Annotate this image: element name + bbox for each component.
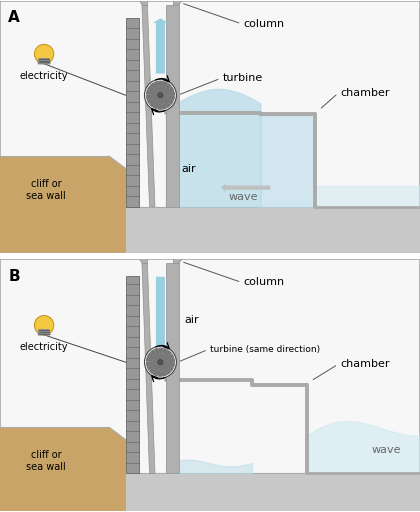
Text: A: A bbox=[8, 10, 20, 25]
Polygon shape bbox=[162, 97, 171, 108]
Polygon shape bbox=[166, 5, 179, 206]
Text: turbine (same direction): turbine (same direction) bbox=[210, 345, 320, 354]
Polygon shape bbox=[163, 354, 173, 361]
Text: electricity: electricity bbox=[20, 71, 68, 81]
Polygon shape bbox=[142, 264, 155, 474]
Text: wave: wave bbox=[372, 445, 401, 455]
Bar bbox=[126, 276, 139, 474]
Polygon shape bbox=[163, 351, 171, 360]
Polygon shape bbox=[159, 348, 163, 360]
Polygon shape bbox=[163, 96, 174, 100]
Polygon shape bbox=[163, 364, 173, 371]
Polygon shape bbox=[163, 92, 174, 95]
Polygon shape bbox=[38, 59, 50, 63]
Polygon shape bbox=[0, 156, 126, 253]
Text: air: air bbox=[182, 164, 196, 174]
Circle shape bbox=[158, 359, 163, 365]
Text: electricity: electricity bbox=[20, 343, 68, 352]
Polygon shape bbox=[163, 363, 174, 367]
Polygon shape bbox=[0, 428, 126, 511]
Polygon shape bbox=[159, 81, 163, 93]
Polygon shape bbox=[147, 363, 158, 370]
Polygon shape bbox=[147, 362, 158, 366]
Polygon shape bbox=[150, 364, 158, 374]
Polygon shape bbox=[137, 256, 147, 264]
Polygon shape bbox=[155, 348, 160, 360]
Polygon shape bbox=[150, 83, 159, 93]
Text: air: air bbox=[185, 315, 200, 325]
Polygon shape bbox=[126, 206, 420, 253]
Polygon shape bbox=[163, 97, 173, 104]
Polygon shape bbox=[158, 365, 162, 376]
Text: chamber: chamber bbox=[340, 88, 390, 98]
Polygon shape bbox=[260, 116, 315, 206]
Polygon shape bbox=[173, 0, 184, 5]
Polygon shape bbox=[147, 95, 158, 99]
Text: column: column bbox=[244, 278, 285, 287]
Text: column: column bbox=[244, 19, 285, 29]
Polygon shape bbox=[163, 358, 174, 362]
Polygon shape bbox=[147, 91, 158, 94]
Polygon shape bbox=[38, 330, 50, 335]
Polygon shape bbox=[163, 87, 173, 94]
Polygon shape bbox=[166, 264, 179, 474]
Polygon shape bbox=[163, 84, 171, 94]
Polygon shape bbox=[158, 98, 162, 109]
Text: wave: wave bbox=[229, 193, 258, 202]
Polygon shape bbox=[147, 96, 158, 103]
Text: cliff or
sea wall: cliff or sea wall bbox=[26, 179, 66, 201]
Bar bbox=[126, 17, 139, 206]
Text: B: B bbox=[8, 268, 20, 284]
Polygon shape bbox=[142, 5, 155, 206]
Polygon shape bbox=[147, 357, 158, 361]
Polygon shape bbox=[315, 185, 420, 206]
Polygon shape bbox=[126, 474, 420, 511]
Circle shape bbox=[34, 315, 54, 335]
Polygon shape bbox=[150, 350, 159, 360]
Polygon shape bbox=[153, 365, 159, 376]
Polygon shape bbox=[150, 97, 158, 106]
Polygon shape bbox=[148, 86, 158, 94]
Circle shape bbox=[158, 93, 163, 98]
Polygon shape bbox=[162, 365, 171, 374]
Polygon shape bbox=[162, 349, 168, 360]
Polygon shape bbox=[161, 365, 166, 376]
Text: turbine: turbine bbox=[223, 73, 263, 83]
Circle shape bbox=[144, 79, 176, 111]
Circle shape bbox=[144, 346, 176, 378]
Circle shape bbox=[34, 45, 54, 63]
Polygon shape bbox=[153, 97, 159, 109]
Text: chamber: chamber bbox=[340, 359, 390, 369]
Polygon shape bbox=[161, 98, 166, 109]
Text: cliff or
sea wall: cliff or sea wall bbox=[26, 450, 66, 472]
Polygon shape bbox=[155, 81, 160, 93]
Polygon shape bbox=[137, 0, 147, 5]
Polygon shape bbox=[148, 353, 158, 360]
Polygon shape bbox=[173, 256, 184, 264]
Polygon shape bbox=[162, 81, 168, 93]
